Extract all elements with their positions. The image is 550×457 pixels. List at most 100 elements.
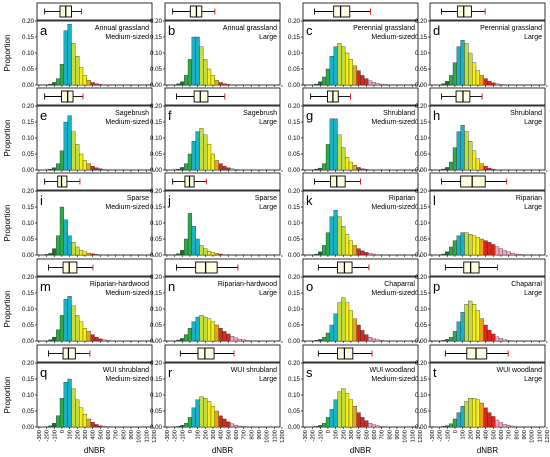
histogram-bar bbox=[67, 235, 72, 256]
y-tick-label: 0.00 bbox=[22, 252, 35, 259]
panel-t: 0.00 0.05 0.10 0.15 0.20 -300 -200 -100 0 100 200 3… bbox=[415, 344, 550, 455]
histogram-bar bbox=[325, 68, 331, 86]
histogram-bar bbox=[329, 324, 334, 342]
histogram-bar bbox=[464, 304, 469, 342]
panel-g: 0.00 0.05 0.10 0.15 0.20 g Shrubland Medium-siz… bbox=[288, 87, 421, 174]
x-tick-label: 800 bbox=[249, 430, 255, 440]
histogram-frame bbox=[429, 20, 546, 86]
y-tick-label: 0.10 bbox=[415, 135, 428, 142]
histogram-bar bbox=[506, 425, 511, 428]
x-tick-label: 1100 bbox=[410, 430, 416, 442]
histogram-bar bbox=[356, 412, 361, 428]
y-tick-label: 0.15 bbox=[22, 376, 35, 383]
histogram-bar bbox=[344, 157, 350, 171]
y-tick-label: 0.10 bbox=[288, 50, 301, 57]
panel-letter: f bbox=[168, 108, 172, 123]
y-axis-label: Proportion bbox=[3, 291, 12, 328]
x-tick-label: 800 bbox=[514, 430, 520, 440]
histogram-bar bbox=[183, 422, 189, 428]
y-tick-label: 0.10 bbox=[22, 50, 35, 57]
histogram-bar bbox=[318, 251, 323, 256]
histogram-bar bbox=[86, 418, 91, 428]
panel-r: 0.00 0.05 0.10 0.15 0.20 -300 -200 -100 0 100 200 3… bbox=[150, 344, 286, 455]
x-tick-label: 700 bbox=[507, 430, 513, 440]
histogram-bar bbox=[452, 240, 458, 256]
histogram-bar bbox=[218, 328, 223, 342]
x-tick-label: 800 bbox=[387, 430, 393, 440]
panel-label-line: Large bbox=[259, 119, 277, 126]
histogram-bar bbox=[471, 235, 477, 256]
x-tick-label: 500 bbox=[98, 430, 104, 440]
histogram-bar bbox=[337, 43, 342, 86]
histogram-bar bbox=[55, 329, 61, 342]
histogram-bar bbox=[510, 425, 515, 428]
histogram-bar bbox=[203, 134, 208, 171]
histogram-bar bbox=[199, 315, 204, 342]
panel-p: 0.00 0.05 0.10 0.15 0.20 p Chaparral Large bbox=[415, 258, 548, 345]
y-tick-label: 0.00 bbox=[288, 424, 301, 431]
histogram-bar bbox=[510, 252, 515, 256]
histogram-bar bbox=[183, 163, 189, 171]
y-tick-label: 0.15 bbox=[288, 119, 301, 126]
histogram-bar bbox=[364, 420, 369, 428]
histogram-bar bbox=[456, 321, 461, 342]
y-tick-label: 0.05 bbox=[150, 322, 163, 329]
x-tick-label: 1100 bbox=[272, 430, 278, 442]
panel-label-line: Sparse bbox=[127, 195, 149, 202]
panel-label-line: WUI woodland bbox=[369, 367, 415, 374]
histogram-bar bbox=[371, 424, 377, 428]
histogram-bar bbox=[360, 330, 365, 342]
histogram-bar bbox=[44, 254, 49, 256]
boxplot-box bbox=[337, 347, 354, 360]
histogram-bar bbox=[75, 399, 80, 428]
histogram-bar bbox=[321, 76, 327, 86]
histogram-bar bbox=[52, 82, 57, 86]
histogram-bar bbox=[475, 399, 481, 428]
panel-e: 0.00 0.05 0.10 0.15 0.20 e Sagebrush Medium-siz… bbox=[3, 87, 155, 174]
histogram-bar bbox=[367, 336, 373, 342]
histogram-bar bbox=[63, 30, 68, 86]
y-tick-label: 0.00 bbox=[288, 167, 301, 174]
histogram-bar bbox=[318, 425, 323, 428]
histogram-bar bbox=[479, 318, 484, 342]
histogram-bar bbox=[75, 246, 80, 256]
histogram-bar bbox=[494, 419, 500, 428]
histogram-bar bbox=[94, 254, 99, 256]
histogram-bar bbox=[483, 240, 488, 256]
histogram-bar bbox=[82, 251, 88, 256]
panel-label-line: Large bbox=[259, 290, 277, 297]
x-tick-label: 1100 bbox=[144, 430, 150, 442]
histogram-bar bbox=[222, 83, 227, 86]
histogram-bar bbox=[210, 75, 216, 86]
x-tick-label: 900 bbox=[257, 430, 263, 440]
histogram-bar bbox=[448, 423, 454, 428]
panel-letter: b bbox=[168, 23, 175, 38]
histogram-bar bbox=[222, 331, 227, 342]
histogram-frame bbox=[302, 105, 419, 171]
histogram-bar bbox=[206, 250, 212, 256]
y-tick-label: 0.00 bbox=[150, 424, 163, 431]
histogram-bar bbox=[55, 78, 61, 86]
histogram-bar bbox=[55, 235, 61, 256]
y-tick-label: 0.05 bbox=[150, 236, 163, 243]
histogram-bar bbox=[183, 334, 189, 342]
histogram-bar bbox=[448, 246, 454, 256]
histogram-bar bbox=[195, 316, 200, 342]
y-tick-label: 0.15 bbox=[150, 34, 163, 41]
histogram-bar bbox=[502, 424, 507, 428]
y-tick-label: 0.15 bbox=[288, 376, 301, 383]
histogram-bar bbox=[226, 167, 231, 171]
y-tick-label: 0.00 bbox=[150, 82, 163, 89]
x-tick-label: -200 bbox=[173, 430, 179, 442]
histogram-bar bbox=[218, 163, 223, 171]
histogram-bar bbox=[98, 84, 103, 86]
x-tick-label: 400 bbox=[484, 430, 490, 440]
histogram-bar bbox=[233, 169, 239, 171]
y-tick-label: 0.10 bbox=[150, 135, 163, 142]
histogram-bar bbox=[333, 399, 338, 428]
x-tick-label: -200 bbox=[311, 430, 317, 442]
panel-label-line: Annual grassland bbox=[223, 25, 277, 32]
histogram-bar bbox=[218, 82, 223, 86]
x-tick-label: 900 bbox=[129, 430, 135, 440]
y-axis-label: Proportion bbox=[3, 377, 12, 414]
